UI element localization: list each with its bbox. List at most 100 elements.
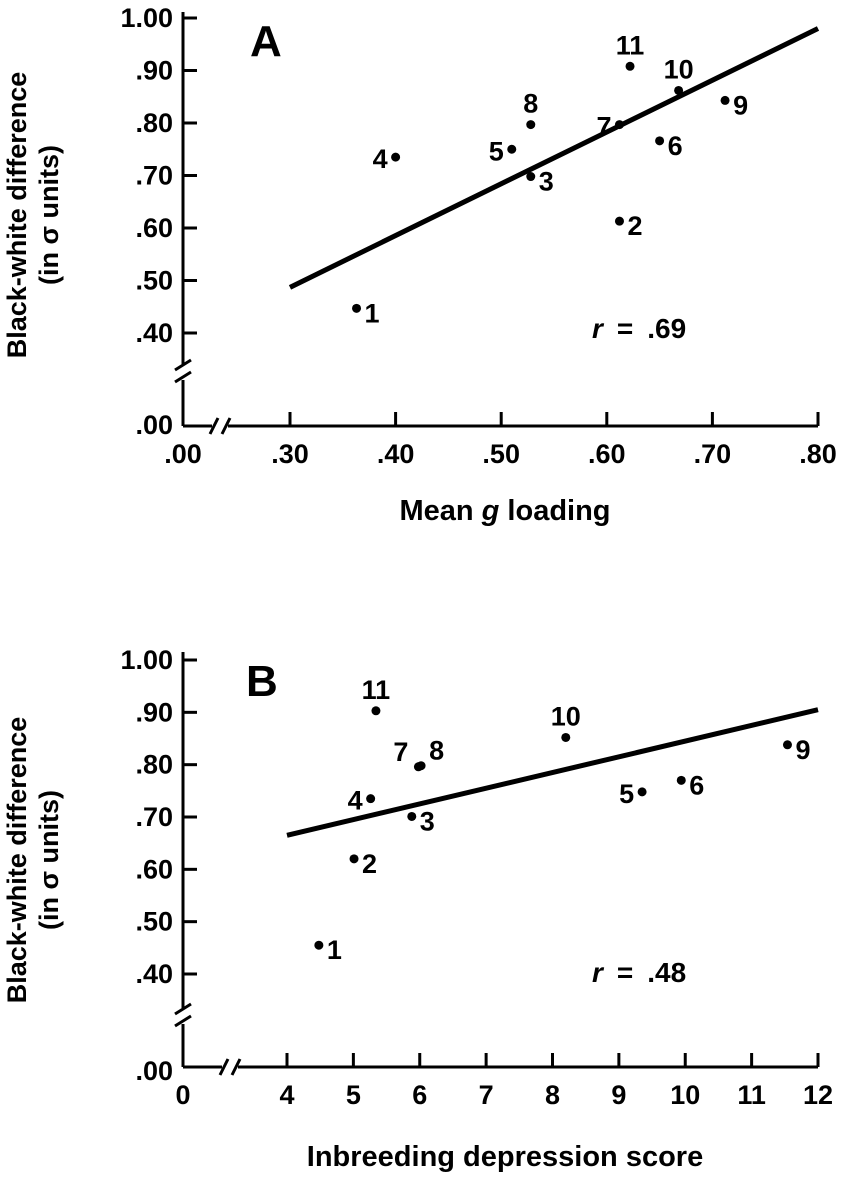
data-point-label: 6 — [668, 131, 683, 161]
x-axis-title: Mean g loading — [399, 495, 610, 527]
data-point-label: 3 — [420, 806, 435, 836]
y-axis-title-line-2: (in σ units) — [34, 790, 64, 930]
y-tick-label: .40 — [135, 959, 173, 989]
y-tick-label: 1.00 — [120, 3, 173, 33]
data-point-label: 2 — [362, 849, 377, 879]
data-point-label: 2 — [627, 211, 642, 241]
chart-panel-b: .40.50.60.70.80.901.00.004 5 6 7 8 9 10 11 12012… — [2, 645, 833, 1173]
y-tick-label: 1.00 — [120, 645, 173, 675]
data-point — [782, 740, 792, 750]
y-tick-label: .90 — [135, 56, 173, 86]
x-tick-label: .50 — [482, 439, 520, 469]
correlation-r-symbol: r — [592, 313, 605, 344]
y-tick-label: .80 — [135, 108, 173, 138]
data-point-label: 7 — [393, 737, 408, 767]
data-point-label: 1 — [327, 935, 342, 965]
y-tick-label: .60 — [135, 854, 173, 884]
x-axis-title: Inbreeding depression score — [307, 1141, 703, 1173]
y-axis-title-line-2: (in σ units) — [34, 145, 64, 285]
x-tick-label: .30 — [271, 439, 309, 469]
correlation-r-symbol: r — [592, 957, 605, 988]
data-point — [561, 732, 571, 742]
data-point-label: 11 — [616, 30, 645, 60]
panel-letter: B — [246, 657, 278, 706]
data-point-label: 5 — [619, 779, 634, 809]
data-point — [720, 95, 730, 105]
y-tick-label: .70 — [135, 161, 173, 191]
data-point — [349, 854, 359, 864]
y-tick-label: .90 — [135, 697, 173, 727]
data-point — [625, 61, 635, 71]
x-tick-label: .70 — [694, 439, 732, 469]
x-axis-break-mark — [218, 1058, 242, 1076]
y-tick-label: .50 — [135, 266, 173, 296]
data-point — [637, 787, 647, 797]
y-axis-title-line-1: Black-white difference — [2, 72, 32, 359]
chart-panel-a: .40.50.60.70.80.901.00.00.30.40.50.60.70… — [2, 3, 837, 527]
x-axis-title-prefix: Mean — [399, 495, 481, 527]
data-point-label: 9 — [795, 735, 810, 765]
data-point — [391, 152, 401, 162]
x-tick-label: .60 — [588, 439, 626, 469]
correlation-label: r = .48 — [592, 957, 686, 988]
data-point-label: 8 — [523, 89, 538, 119]
x-tick-label: 9 — [611, 1080, 626, 1110]
data-point-label: 10 — [664, 54, 694, 84]
data-point — [352, 303, 362, 313]
y-tick-label: .60 — [135, 213, 173, 243]
x-tick-label: 8 — [545, 1080, 560, 1110]
x-tick-label: 6 — [412, 1080, 427, 1110]
data-point — [614, 216, 624, 226]
data-point — [407, 811, 417, 821]
regression-line — [288, 26, 820, 290]
data-point-label: 4 — [373, 144, 388, 174]
correlation-value: .69 — [647, 313, 686, 344]
x-tick-label: .80 — [799, 439, 837, 469]
data-point-label: 10 — [551, 701, 581, 731]
correlation-value: .48 — [647, 957, 686, 988]
x-tick-label: 11 — [737, 1080, 766, 1110]
data-point-label: 3 — [539, 167, 554, 197]
data-point — [416, 761, 426, 771]
y-tick-label: .70 — [135, 802, 173, 832]
x-tick-label: 5 — [346, 1080, 361, 1110]
x-axis-title-italic: g — [481, 495, 500, 527]
panel-letter: A — [250, 17, 282, 66]
y-tick-label: .40 — [135, 318, 173, 348]
data-point — [614, 120, 624, 130]
data-point-label: 11 — [362, 675, 391, 705]
y-axis-title-line-1: Black-white difference — [2, 717, 32, 1004]
data-point — [674, 85, 684, 95]
data-point-label: 9 — [733, 90, 748, 120]
x-tick-label: 4 — [279, 1080, 294, 1110]
data-point — [526, 120, 536, 130]
correlation-label: r = .69 — [592, 313, 686, 344]
x-origin-label: .00 — [164, 439, 202, 469]
y-tick-label: .50 — [135, 907, 173, 937]
x-axis-title-suffix: loading — [499, 495, 610, 527]
data-point — [314, 940, 324, 950]
correlation-equals: = — [617, 313, 633, 344]
data-point-label: 1 — [365, 298, 380, 328]
y-axis-break-mark — [174, 1002, 192, 1028]
x-tick-label: 10 — [670, 1080, 700, 1110]
correlation-equals: = — [617, 957, 633, 988]
data-point — [655, 136, 665, 146]
data-point-label: 5 — [489, 136, 504, 166]
data-point-label: 7 — [596, 112, 611, 142]
data-point — [507, 144, 517, 154]
y-origin-label: .00 — [135, 410, 173, 440]
x-tick-label: 12 — [803, 1080, 833, 1110]
x-tick-label: .40 — [377, 439, 415, 469]
y-axis-break-mark — [174, 358, 192, 384]
x-axis-break-mark — [208, 417, 232, 435]
data-point — [526, 172, 536, 182]
data-point — [676, 775, 686, 785]
data-point — [366, 794, 376, 804]
y-origin-label: .00 — [135, 1056, 173, 1086]
y-tick-label: .80 — [135, 750, 173, 780]
data-point-label: 6 — [689, 770, 704, 800]
data-point — [371, 706, 381, 716]
